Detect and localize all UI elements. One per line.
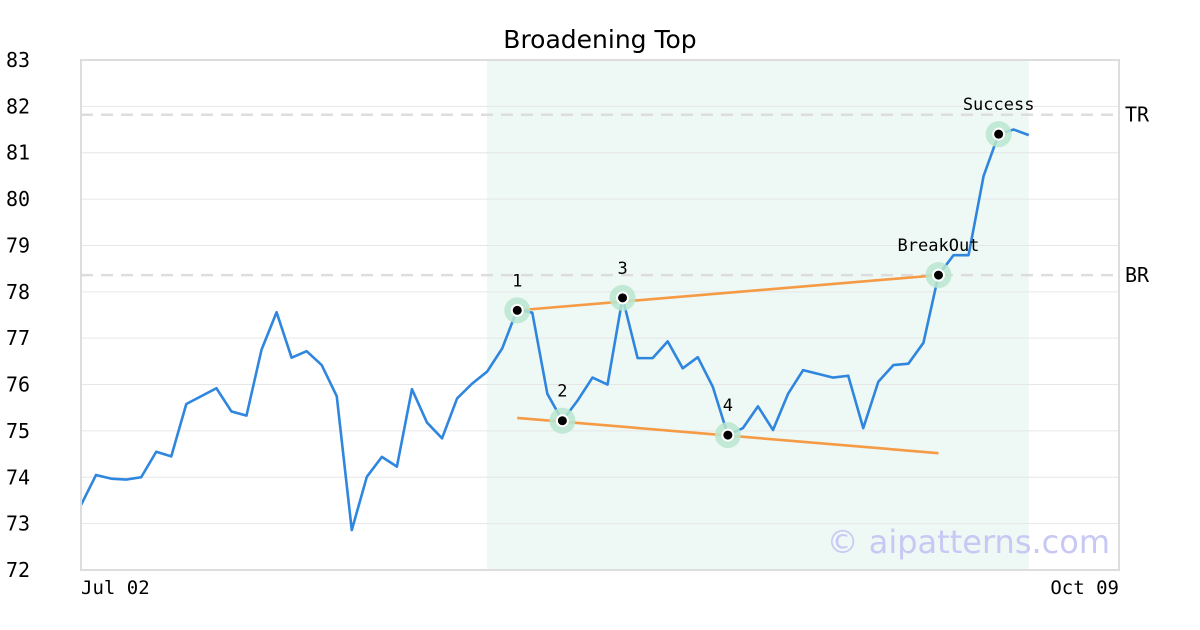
y-tick-label: 78: [6, 280, 30, 304]
watermark: © aipatterns.com: [827, 523, 1110, 561]
annotation-label: 1: [512, 271, 522, 291]
marker-point: [992, 127, 1006, 141]
marker-point: [555, 414, 569, 428]
y-tick-label: 83: [6, 48, 30, 72]
y-axis-ticks: 72 73 74 75 76 77 78 79 80 81 82 83: [6, 48, 30, 582]
y-tick-label: 80: [6, 187, 30, 211]
marker-point: [510, 303, 524, 317]
annotation-label: Success: [963, 95, 1035, 115]
y-tick-label: 81: [6, 141, 30, 165]
y-tick-label: 73: [6, 512, 30, 536]
annotation-label: 4: [723, 396, 733, 416]
y-tick-label: 72: [6, 558, 30, 582]
y-tick-label: 76: [6, 373, 30, 397]
annotation-label: BreakOut: [898, 236, 980, 256]
chart-title: Broadening Top: [503, 25, 696, 54]
marker-point: [616, 291, 630, 305]
y-tick-label: 74: [6, 465, 30, 489]
pattern-markers: 1 2 3 4 BreakOut Success: [504, 95, 1035, 449]
level-label: TR: [1125, 103, 1150, 127]
gridlines: [81, 59, 1119, 571]
x-tick-label: Jul 02: [81, 577, 150, 599]
y-tick-label: 75: [6, 419, 30, 443]
x-tick-label: Oct 09: [1050, 577, 1119, 599]
y-tick-label: 77: [6, 326, 30, 350]
plot-frame: [80, 59, 1120, 571]
level-label: BR: [1125, 263, 1150, 287]
price-line: [79, 128, 1030, 532]
marker-point: [721, 428, 735, 442]
pattern-highlight-region: [487, 60, 1029, 570]
annotation-label: 3: [617, 259, 627, 279]
marker-point: [931, 268, 945, 282]
trendline: [517, 273, 939, 312]
y-tick-label: 82: [6, 94, 30, 118]
annotation-label: 2: [557, 382, 567, 402]
y-tick-label: 79: [6, 233, 30, 257]
x-axis-ticks: Jul 02 Oct 09: [81, 577, 1119, 599]
